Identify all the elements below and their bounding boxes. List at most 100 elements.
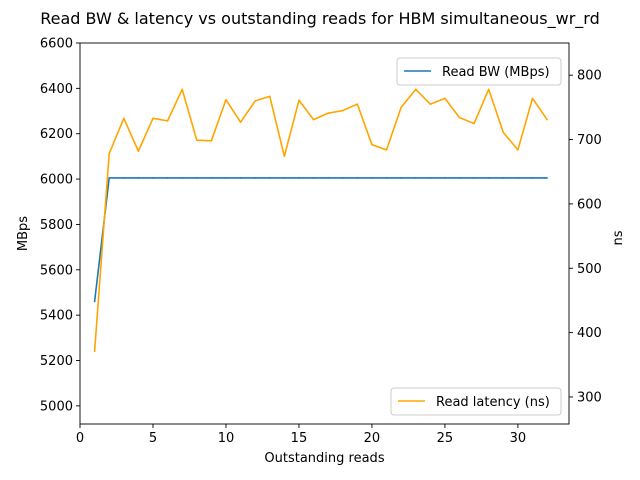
x-tick-label: 15 bbox=[291, 431, 308, 446]
read-latency-point bbox=[239, 121, 242, 123]
read-bw-point bbox=[108, 177, 110, 179]
x-tick-label: 10 bbox=[218, 431, 235, 446]
left-tick-label: 5600 bbox=[40, 263, 73, 278]
read-bw-point bbox=[181, 177, 183, 179]
read-bw-point bbox=[327, 177, 329, 179]
read-bw-point bbox=[195, 177, 198, 179]
read-bw-point bbox=[400, 177, 402, 179]
read-latency-point bbox=[487, 88, 490, 91]
read-bw-point bbox=[502, 177, 505, 179]
read-latency-point bbox=[517, 149, 519, 151]
x-axis-ticks: 0 5 10 15 20 25 30 bbox=[76, 424, 526, 446]
left-tick-label: 5200 bbox=[40, 354, 73, 369]
right-axis-ticks: 300 400 500 600 700 800 bbox=[569, 69, 602, 405]
read-bw-point bbox=[239, 177, 242, 179]
read-latency-point bbox=[312, 118, 315, 121]
legend-latency-label: Read latency (ns) bbox=[436, 395, 550, 410]
series-line-read-bw bbox=[93, 177, 548, 302]
x-tick-label: 20 bbox=[364, 431, 381, 446]
right-tick-label: 600 bbox=[577, 197, 602, 212]
read-latency-point bbox=[254, 100, 256, 102]
x-tick-label: 5 bbox=[149, 431, 157, 446]
read-bw-point bbox=[371, 177, 373, 179]
read-bw-point bbox=[385, 177, 388, 179]
left-tick-label: 6600 bbox=[40, 37, 73, 52]
right-tick-label: 300 bbox=[577, 390, 602, 405]
read-latency-point bbox=[298, 99, 300, 102]
read-bw-point bbox=[254, 177, 256, 179]
right-tick-label: 400 bbox=[577, 326, 602, 341]
right-tick-label: 500 bbox=[577, 262, 602, 277]
read-bw-point bbox=[137, 177, 140, 179]
right-tick-label: 700 bbox=[577, 133, 602, 148]
read-bw-point bbox=[166, 177, 169, 179]
read-latency-point bbox=[429, 103, 432, 105]
read-latency-point bbox=[356, 103, 359, 105]
x-axis-label: Outstanding reads bbox=[264, 451, 384, 466]
read-bw-point bbox=[517, 177, 519, 179]
legend-bw-frame bbox=[396, 57, 562, 86]
read-latency-point bbox=[181, 88, 183, 91]
plot-frame bbox=[79, 42, 570, 425]
legend-latency-frame bbox=[390, 387, 562, 416]
read-bw-point bbox=[298, 177, 300, 179]
chart-title: Read BW & latency vs outstanding reads f… bbox=[40, 9, 600, 29]
x-tick-label: 30 bbox=[510, 431, 527, 446]
read-latency-point bbox=[414, 88, 417, 91]
left-tick-label: 5800 bbox=[40, 218, 73, 233]
read-latency-point bbox=[458, 116, 461, 119]
series-line-read-latency bbox=[93, 88, 548, 352]
read-bw-point bbox=[210, 177, 213, 179]
read-bw-point bbox=[487, 177, 490, 179]
left-tick-label: 6400 bbox=[40, 82, 73, 97]
read-bw-point bbox=[283, 177, 286, 179]
left-tick-label: 5000 bbox=[40, 399, 73, 414]
read-latency-point bbox=[225, 98, 227, 101]
read-bw-point bbox=[152, 177, 154, 179]
read-latency-point bbox=[268, 95, 271, 98]
read-bw-point bbox=[356, 177, 359, 179]
legend-bw: Read BW (MBps) bbox=[396, 57, 562, 86]
left-axis-label: MBps bbox=[16, 216, 31, 251]
read-latency-point bbox=[371, 143, 373, 146]
read-latency-point bbox=[400, 106, 402, 109]
data-points bbox=[93, 88, 548, 353]
left-tick-label: 5400 bbox=[40, 309, 73, 324]
read-latency-point bbox=[444, 97, 446, 100]
read-latency-point bbox=[195, 139, 198, 141]
read-latency-point bbox=[502, 131, 505, 134]
read-bw-point bbox=[414, 177, 417, 179]
read-latency-point bbox=[122, 117, 125, 120]
read-bw-point bbox=[93, 300, 96, 303]
read-bw-point bbox=[225, 177, 227, 179]
x-tick-label: 25 bbox=[437, 431, 454, 446]
read-latency-point bbox=[137, 150, 140, 152]
left-axis-ticks: 5000 5200 5400 5600 5800 6000 6200 6400 6600 bbox=[40, 37, 80, 414]
read-latency-point bbox=[108, 152, 110, 155]
read-bw-point bbox=[429, 177, 432, 179]
x-tick-label: 0 bbox=[76, 431, 84, 446]
read-latency-point bbox=[210, 140, 213, 142]
legend-bw-label: Read BW (MBps) bbox=[442, 65, 550, 80]
read-latency-point bbox=[385, 149, 388, 151]
read-bw-point bbox=[458, 177, 461, 179]
read-latency-point bbox=[152, 117, 154, 120]
read-latency-point bbox=[473, 122, 475, 125]
read-latency-point bbox=[166, 120, 169, 122]
read-latency-point bbox=[93, 350, 96, 353]
read-latency-point bbox=[327, 112, 329, 114]
left-tick-label: 6200 bbox=[40, 127, 73, 142]
read-bw-point bbox=[531, 177, 534, 179]
right-tick-label: 800 bbox=[577, 69, 602, 84]
read-latency-point bbox=[531, 97, 534, 100]
read-latency-point bbox=[283, 155, 286, 158]
read-bw-point bbox=[444, 177, 446, 179]
read-bw-point bbox=[122, 177, 125, 179]
read-bw-point bbox=[341, 177, 344, 179]
read-bw-point bbox=[312, 177, 315, 179]
right-axis-label: ns bbox=[611, 230, 626, 245]
read-latency-point bbox=[546, 118, 548, 121]
read-bw-point bbox=[268, 177, 271, 179]
read-bw-point bbox=[473, 177, 475, 179]
